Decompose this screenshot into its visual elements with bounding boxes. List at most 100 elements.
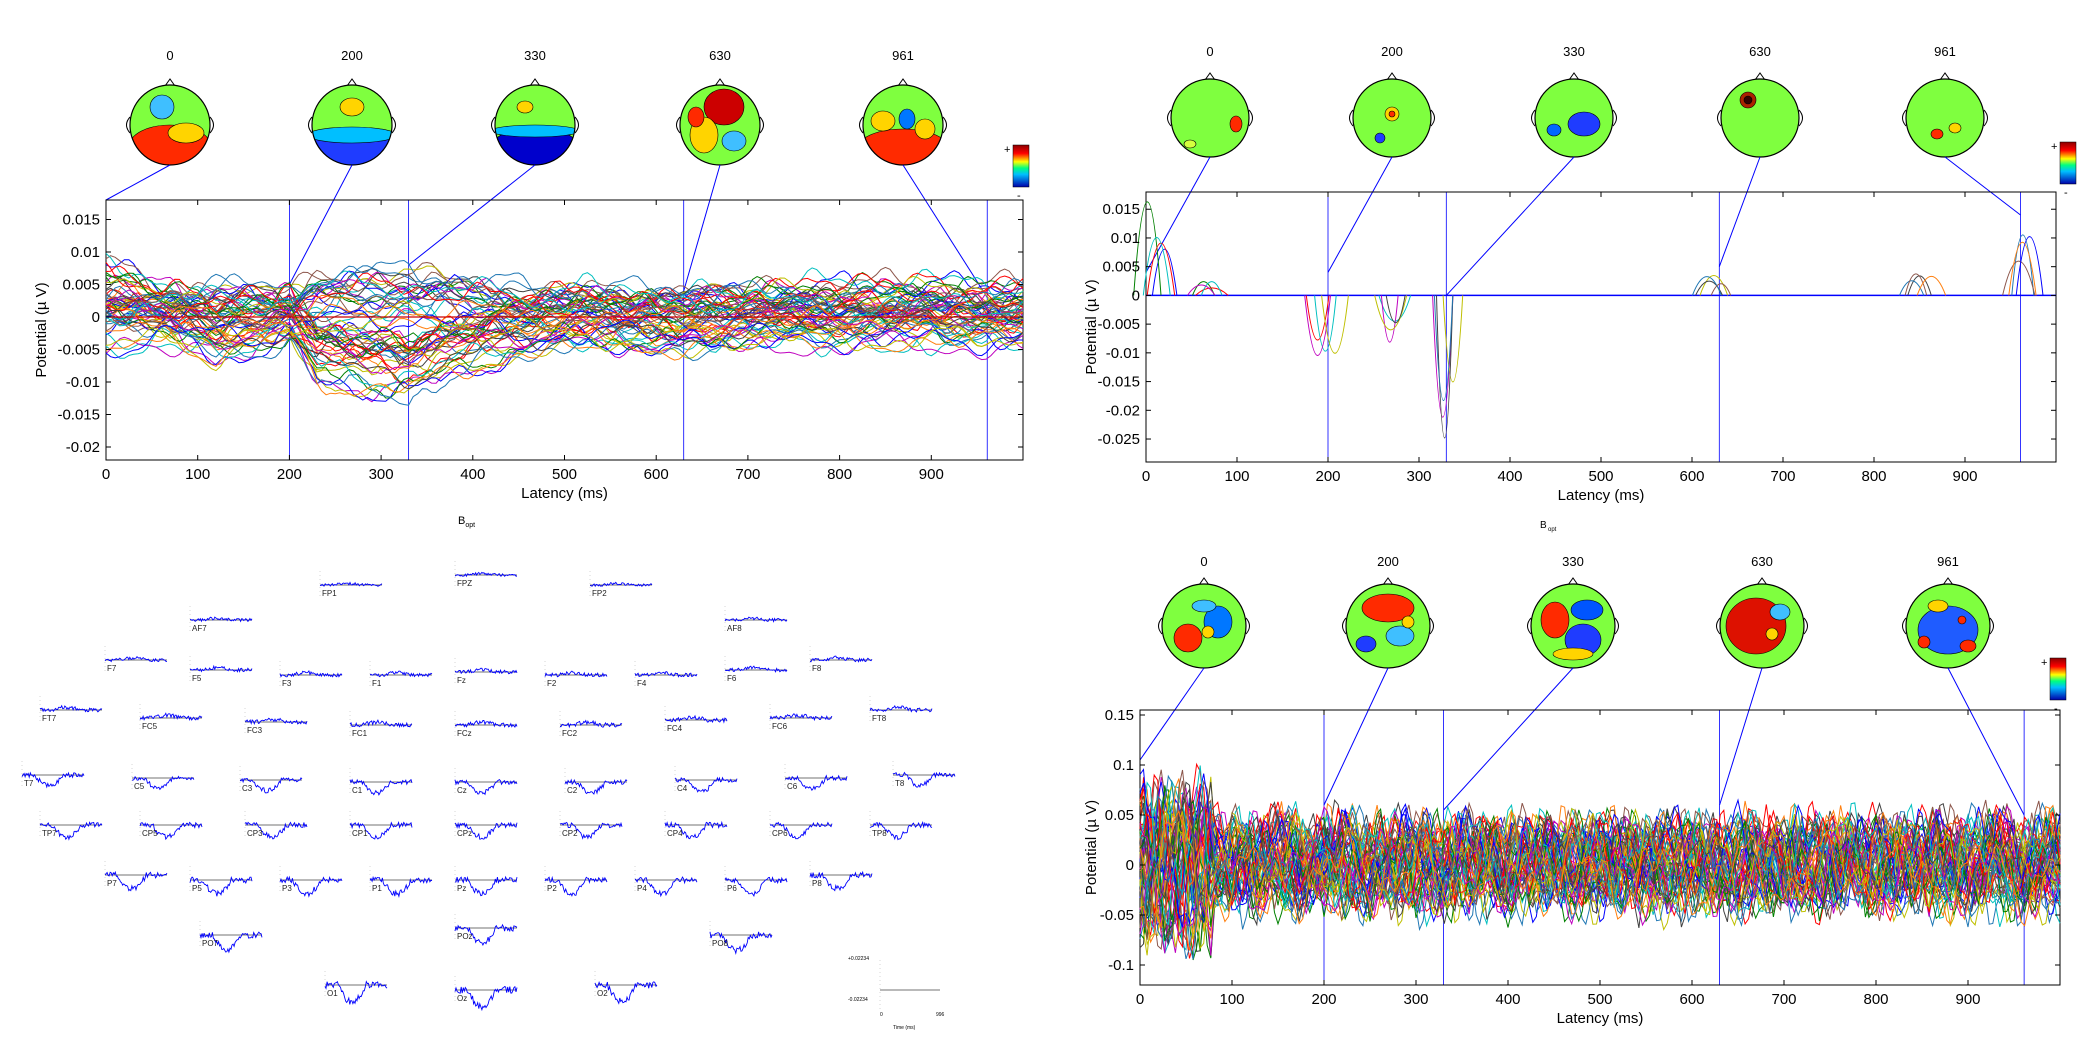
topomap-ear-right — [1248, 109, 1253, 127]
colorbar-plus-label: + — [1004, 144, 1010, 156]
colorbar-plus-label: + — [2051, 141, 2057, 153]
x-tick-label: 0 — [1142, 468, 1150, 485]
electrode-trace — [559, 719, 623, 729]
topomap-field — [1721, 79, 1799, 157]
x-tick-label: 400 — [460, 466, 485, 483]
x-tick-label: 600 — [1679, 991, 1704, 1008]
trace-line — [105, 253, 1024, 358]
topomap-blob — [1570, 599, 1604, 621]
topomap-field — [1346, 584, 1430, 668]
topomap-blob — [1355, 635, 1377, 653]
x-axis-label: Latency (ms) — [521, 485, 608, 502]
topomap-connector — [408, 164, 536, 266]
trace-event — [1314, 295, 1337, 352]
electrode-af7: AF7 — [189, 606, 253, 634]
x-axis-label: Latency (ms) — [1558, 487, 1645, 504]
topomap-connector — [1719, 667, 1763, 806]
electrode-trace — [709, 931, 773, 955]
electrode-label: CP4 — [667, 829, 683, 838]
y-tick-label: 0.1 — [1113, 757, 1134, 774]
electrode-label: Oz — [457, 994, 467, 1003]
electrode-cpz: CPz — [454, 811, 518, 840]
electrode-label: CP5 — [142, 829, 158, 838]
electrode-trace — [634, 671, 698, 678]
electrode-p2: P2 — [544, 866, 608, 897]
topomap-nose — [164, 78, 176, 87]
electrode-label: CP2 — [562, 829, 578, 838]
electrode-fc1: FC1 — [349, 711, 413, 739]
topomap-field — [1720, 584, 1804, 668]
x-tick-label: 600 — [644, 466, 669, 483]
y-tick-label: -0.02 — [66, 439, 100, 456]
topomap-connector — [1443, 667, 1574, 811]
electrode-trace — [455, 875, 518, 897]
electrode-f6: F6 — [724, 656, 788, 684]
x-tick-label: 900 — [1952, 468, 1977, 485]
topomap-ear-left — [1716, 617, 1721, 635]
y-tick-label: 0.015 — [1102, 201, 1140, 218]
topomap-latency-label: 330 — [524, 48, 546, 63]
topomap-blob — [1552, 647, 1594, 661]
topomap-ear-right — [209, 116, 214, 134]
electrode-cp4: CP4 — [664, 811, 728, 840]
electrode-label: P1 — [372, 884, 382, 893]
topomap-blob — [1388, 110, 1396, 118]
electrode-trace — [349, 719, 413, 729]
colorbar — [2059, 141, 2077, 185]
electrode-label: AF8 — [727, 624, 742, 633]
electrode-af8: AF8 — [724, 606, 788, 634]
electrode-trace — [199, 931, 263, 954]
trace-line — [1139, 792, 2061, 921]
topomap-latency-label: 200 — [341, 48, 363, 63]
trace-event — [1374, 295, 1408, 331]
topomap-ear-right — [1989, 617, 1994, 635]
topomap-ear-right — [1430, 109, 1435, 127]
electrode-trace — [324, 980, 388, 1005]
electrode-f7: F7 — [104, 646, 167, 674]
y-tick-label: -0.025 — [1097, 431, 1140, 448]
topomap-field — [1906, 79, 1984, 157]
topomap-field — [1171, 79, 1249, 157]
topomap-connector — [1145, 156, 1211, 273]
topomap-connector — [1139, 667, 1205, 761]
topomap-ear-left — [1531, 109, 1536, 127]
topomap-blob — [1957, 615, 1967, 625]
topomap-field — [863, 85, 943, 165]
electrode-trace — [139, 712, 203, 721]
y-axis-label: Potential (µ V) — [1083, 800, 1100, 895]
trace-group — [1133, 201, 2056, 439]
topomap-nose — [1204, 72, 1216, 81]
trace-event — [1321, 295, 1349, 354]
electrode-trace — [594, 981, 658, 1005]
trace-line — [105, 262, 1024, 352]
topomap-nose — [1756, 577, 1768, 586]
electrode-label: FC3 — [247, 726, 263, 735]
trace-event — [1133, 201, 1162, 296]
electrode-f3: F3 — [279, 661, 343, 689]
topomap-connector — [1445, 156, 1575, 296]
topomap-0 — [126, 78, 214, 166]
electrode-fpz: FPZ — [454, 561, 517, 589]
trace-event — [1305, 295, 1330, 341]
topomap-ear-left — [1342, 617, 1347, 635]
topomap-latency-label: 961 — [1937, 554, 1959, 569]
x-tick-label: 300 — [369, 466, 394, 483]
colorbar — [1012, 144, 1030, 188]
topomap-ear-left — [1158, 617, 1163, 635]
topomap-blob — [1546, 123, 1562, 137]
electrode-p1: P1 — [369, 866, 433, 899]
electrode-label: F4 — [637, 679, 647, 688]
topomap-ear-right — [1429, 617, 1434, 635]
topomap-ear-left — [308, 116, 313, 134]
x-tick-label: 0 — [102, 466, 110, 483]
trace-line — [105, 265, 1024, 321]
panel-d-chart: 0 200 330 630 961 + - 0 100 200 300 400 500 600 700 800… — [1083, 520, 2067, 1027]
topomap-blob — [1540, 601, 1570, 639]
topomap-field — [312, 85, 392, 165]
trace-event — [1691, 276, 1722, 296]
y-tick-label: 0.05 — [1105, 807, 1134, 824]
electrode-t7: T7 — [21, 761, 85, 789]
topomap-blob — [870, 110, 896, 132]
x-tick-label: 800 — [1863, 991, 1888, 1008]
topomap-ear-left — [1717, 109, 1722, 127]
